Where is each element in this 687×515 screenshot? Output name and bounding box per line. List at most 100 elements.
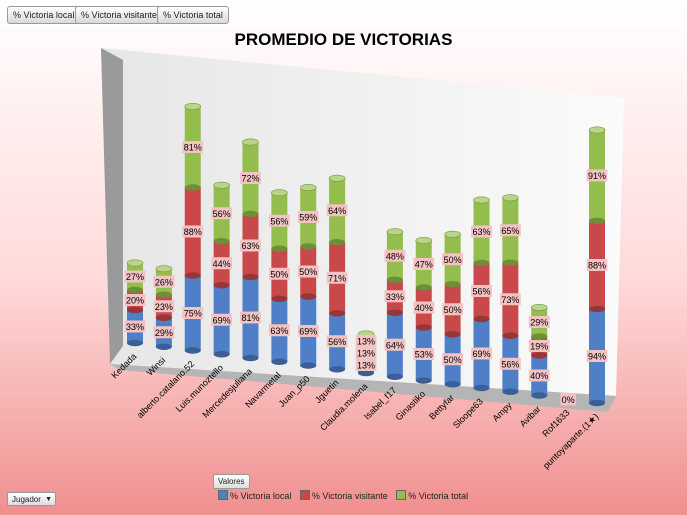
value-label-bg-local-6	[297, 325, 319, 337]
legend: % Victoria local % Victoria visitante % …	[218, 490, 474, 501]
value-label-visitante-6: 50%	[299, 267, 317, 277]
value-label-local-5: 63%	[270, 326, 288, 336]
value-label-local-14: 40%	[530, 371, 548, 381]
filter-button-total[interactable]: % Victoria total	[157, 6, 229, 24]
back-wall	[101, 48, 624, 396]
value-label-local-9: 64%	[386, 340, 404, 350]
jugador-field-dropdown[interactable]: Jugador ▼	[7, 492, 56, 506]
value-label-group-total-7: 64%	[326, 204, 348, 217]
jugador-label: Jugador	[12, 495, 41, 504]
bar-total-bottom-6	[300, 243, 317, 250]
bar-local-bottom-2	[184, 347, 201, 354]
value-label-bg-local-0	[124, 320, 146, 333]
value-label-visitante-7: 71%	[328, 273, 346, 283]
bar-total-bottom-3	[213, 238, 230, 245]
valores-field-button[interactable]: Valores	[213, 474, 250, 489]
value-label-group-local-7: 56%	[326, 335, 348, 348]
value-label-group-local-11: 50%	[442, 353, 464, 366]
legend-item-total: % Victoria total	[396, 490, 468, 501]
value-label-group-visitante-0: 20%	[124, 294, 146, 306]
bar-top-cap-5	[271, 189, 288, 197]
value-label-group-local-10: 53%	[413, 348, 435, 360]
value-label-group-local-2: 75%	[182, 307, 204, 319]
value-label-total-10: 47%	[415, 260, 433, 270]
bar-top-cap-7	[328, 174, 346, 182]
value-label-local-0: 33%	[126, 322, 144, 332]
value-label-group-visitante-8: 13%	[355, 347, 377, 359]
value-label-group-total-8: 13%	[355, 335, 377, 347]
value-label-group-local-8: 13%	[355, 359, 377, 371]
side-wall	[101, 48, 123, 364]
value-label-visitante-16: 88%	[588, 261, 606, 271]
filter-button-visitante[interactable]: % Victoria visitante	[75, 6, 163, 24]
value-label-group-total-13: 65%	[499, 224, 521, 237]
value-label-group-local-0: 33%	[124, 320, 146, 333]
bar-top-cap-1	[155, 265, 173, 273]
value-label-group-local-13: 56%	[499, 357, 521, 370]
bar-visitante-bottom-7	[329, 310, 346, 317]
value-label-group-total-12: 63%	[471, 225, 492, 238]
value-label-group-total-14: 29%	[528, 316, 550, 328]
bar-visitante-bottom-1	[155, 314, 172, 321]
bar-total-bottom-0	[127, 286, 143, 294]
value-label-bg-visitante-0	[124, 294, 146, 306]
value-label-bg-visitante-9	[384, 290, 406, 303]
value-label-bg-total-2	[182, 141, 204, 153]
value-label-total-16: 91%	[588, 171, 606, 181]
value-label-bg-local-14	[528, 369, 550, 382]
value-label-total-11: 50%	[444, 255, 462, 265]
value-label-local-1: 29%	[155, 328, 173, 338]
bar-visitante-bottom-9	[386, 309, 403, 316]
value-label-bg-local-8	[355, 359, 377, 371]
bar-top-cap-4	[242, 138, 259, 146]
value-label-total-4: 72%	[241, 174, 259, 184]
bar-total-bottom-10	[415, 284, 432, 291]
bar-top-cap-12	[473, 196, 490, 204]
filter-button-local[interactable]: % Victoria local	[7, 6, 81, 24]
value-label-total-0: 27%	[126, 272, 144, 282]
value-label-visitante-14: 19%	[530, 342, 548, 352]
bar-total-bottom-2	[184, 184, 201, 191]
value-label-visitante-0: 20%	[126, 296, 144, 306]
value-label-bg-total-0	[124, 270, 146, 283]
value-label-total-2: 81%	[184, 143, 202, 153]
legend-label-visitante: % Victoria visitante	[311, 491, 388, 501]
legend-label-local: % Victoria local	[230, 491, 292, 501]
value-label-visitante-10: 40%	[415, 303, 433, 313]
bar-top-cap-2	[184, 103, 202, 111]
bar-total-bottom-11	[444, 281, 461, 288]
value-label-group-local-1: 29%	[153, 326, 175, 339]
value-label-group-visitante-3: 44%	[211, 257, 233, 270]
value-label-bg-local-16	[586, 350, 608, 362]
bar-local-bottom-8	[358, 369, 374, 377]
floor	[110, 364, 616, 412]
value-label-group-total-4: 72%	[240, 172, 261, 184]
value-label-bg-visitante-14	[528, 340, 550, 352]
value-label-group-total-10: 47%	[413, 258, 435, 270]
value-label-bg-visitante-3	[211, 257, 233, 270]
value-label-bg-total-14	[528, 316, 550, 328]
value-label-bg-visitante-7	[326, 271, 348, 284]
legend-swatch-visitante	[299, 490, 310, 500]
value-label-bg-total-3	[211, 207, 233, 220]
bar-visitante-bottom-2	[184, 272, 201, 279]
bar-top-cap-13	[502, 194, 519, 202]
legend-item-local: % Victoria local	[218, 490, 291, 501]
value-label-group-local-12: 69%	[471, 347, 492, 360]
chevron-down-icon: ▼	[45, 496, 52, 503]
value-label-bg-total-6	[297, 211, 319, 223]
bar-visitante-bottom-6	[300, 293, 317, 300]
value-label-bg-total-9	[384, 249, 406, 262]
value-label-total-3: 56%	[213, 209, 231, 219]
value-label-local-4: 81%	[241, 313, 259, 323]
bar-visitante-bottom-16	[589, 305, 605, 313]
value-label-visitante-3: 44%	[213, 259, 231, 269]
value-label-bg-local-12	[471, 347, 492, 360]
value-label-group-visitante-2: 88%	[182, 225, 204, 238]
value-label-bg-visitante-16	[586, 259, 608, 271]
value-label-visitante-8: 13%	[357, 349, 375, 359]
value-label-total-8: 13%	[357, 337, 375, 347]
value-label-bg-total-11	[442, 253, 464, 266]
bar-visitante-bottom-10	[415, 324, 432, 331]
